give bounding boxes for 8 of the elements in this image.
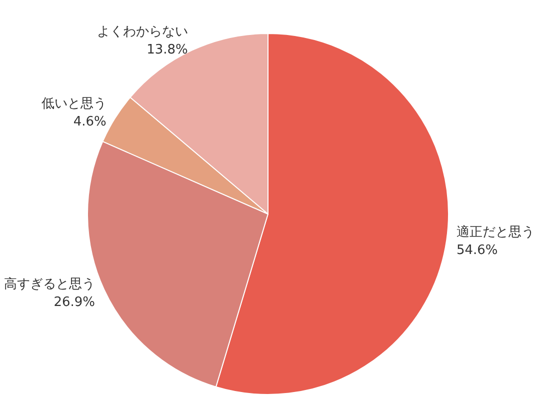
data-label: 26.9%	[54, 295, 96, 310]
data-label: 13.8%	[146, 42, 188, 58]
slice-label: 適正だと思う	[456, 224, 534, 240]
slice-label: 低いと思う	[41, 96, 106, 112]
slice-label: よくわからない	[96, 24, 188, 40]
data-label: 4.6%	[73, 114, 106, 130]
slice-label: 高すぎると思う	[4, 276, 96, 292]
data-label: 54.6%	[456, 243, 498, 258]
